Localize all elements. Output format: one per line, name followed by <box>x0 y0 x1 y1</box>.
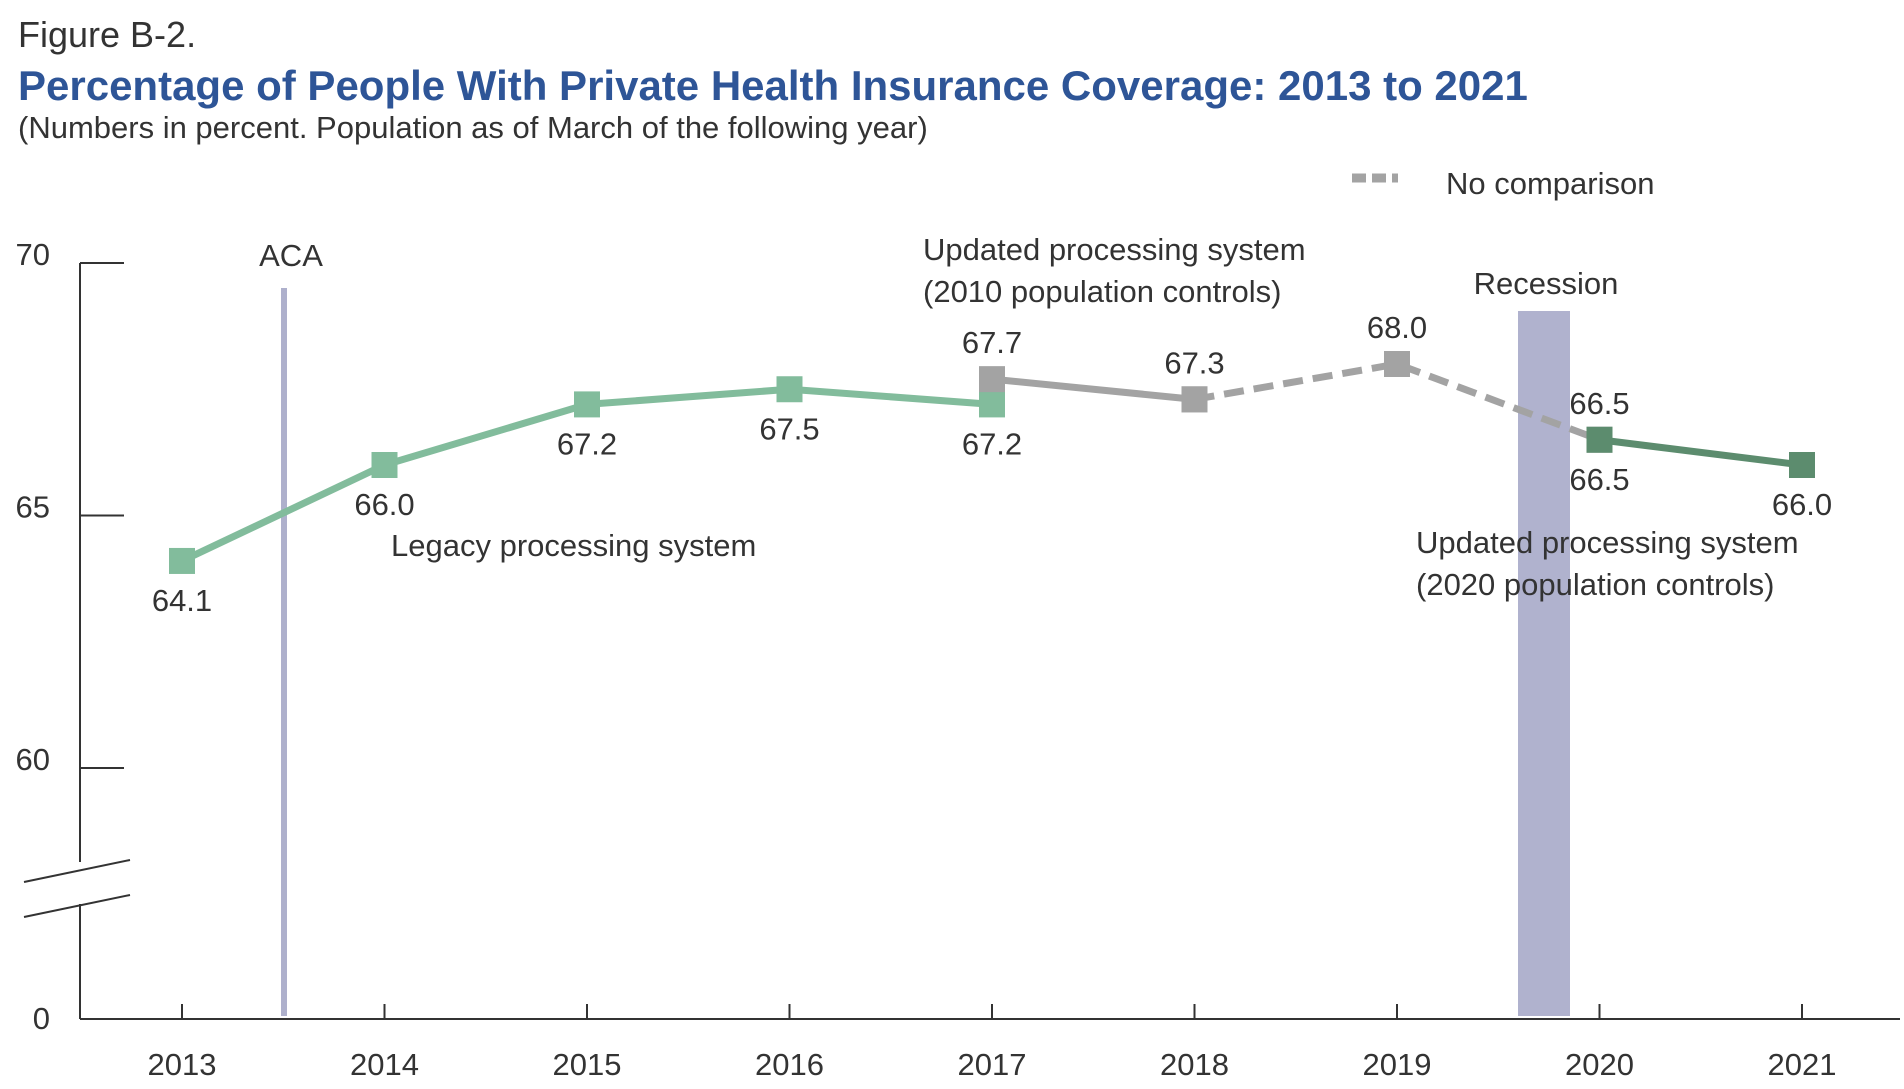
data-point-marker <box>1384 351 1410 377</box>
data-label: 67.2 <box>962 426 1022 461</box>
data-label: 66.5 <box>1569 462 1629 497</box>
updated-2010-label-line1: Updated processing system <box>923 232 1306 267</box>
y-tick-label: 60 <box>16 742 50 777</box>
y-tick-label: 65 <box>16 490 50 525</box>
x-tick-label: 2013 <box>148 1047 217 1082</box>
y-ticks: 0 60 65 70 <box>16 237 124 1036</box>
x-tick-label: 2015 <box>553 1047 622 1082</box>
series-line <box>991 375 1195 403</box>
data-label: 66.0 <box>354 487 414 522</box>
legend: No comparison <box>1352 166 1654 201</box>
y-tick-label: 0 <box>33 1001 50 1036</box>
data-point-marker <box>169 547 195 574</box>
data-point-marker <box>979 366 1005 393</box>
data-point-marker <box>574 391 600 418</box>
data-point-marker <box>776 376 803 403</box>
x-tick-label: 2018 <box>1160 1047 1229 1082</box>
y-axis-break <box>23 859 131 918</box>
data-point-marker <box>1789 452 1815 478</box>
x-tick-label: 2017 <box>958 1047 1027 1082</box>
updated-2020-label-line1: Updated processing system <box>1416 525 1799 560</box>
x-tick-label: 2014 <box>350 1047 419 1082</box>
chart-subtitle: (Numbers in percent. Population as of Ma… <box>18 110 928 145</box>
data-label: 67.5 <box>759 411 819 446</box>
legacy-system-label: Legacy processing system <box>391 528 756 563</box>
y-tick-label: 70 <box>16 237 50 272</box>
recession-label: Recession <box>1474 266 1619 301</box>
recession-band <box>1518 311 1570 1016</box>
updated-2010-label-line2: (2010 population controls) <box>923 274 1281 309</box>
data-label: 66.5 <box>1569 386 1629 421</box>
legend-label: No comparison <box>1446 166 1654 201</box>
data-label: 66.0 <box>1772 487 1832 522</box>
data-point-marker <box>1181 386 1208 413</box>
series-line <box>1193 360 1601 444</box>
x-tick-label: 2020 <box>1565 1047 1634 1082</box>
x-tick-label: 2019 <box>1363 1047 1432 1082</box>
data-label: 67.2 <box>557 426 617 461</box>
data-labels: 64.1 66.0 67.2 67.5 67.2 67.7 67.3 68.0 66.5 66.0… <box>152 310 1832 618</box>
data-point-marker <box>979 391 1005 418</box>
data-label: 67.3 <box>1164 345 1224 380</box>
updated-2020-label-line2: (2020 population controls) <box>1416 567 1774 602</box>
x-ticks: 2013 2014 2015 2016 2017 2018 2019 2020 2021 <box>148 1004 1837 1082</box>
series-line <box>1599 436 1803 469</box>
data-label: 64.1 <box>152 583 212 618</box>
figure-label: Figure B-2. <box>18 14 197 55</box>
series-markers <box>169 351 1815 574</box>
data-point-marker <box>371 452 398 478</box>
data-label: 67.7 <box>962 325 1022 360</box>
data-label: 68.0 <box>1367 310 1427 345</box>
chart-title: Percentage of People With Private Health… <box>18 62 1528 109</box>
data-point-marker <box>1586 426 1613 453</box>
x-tick-label: 2016 <box>755 1047 824 1082</box>
x-tick-label: 2021 <box>1768 1047 1837 1082</box>
aca-label: ACA <box>259 238 323 273</box>
